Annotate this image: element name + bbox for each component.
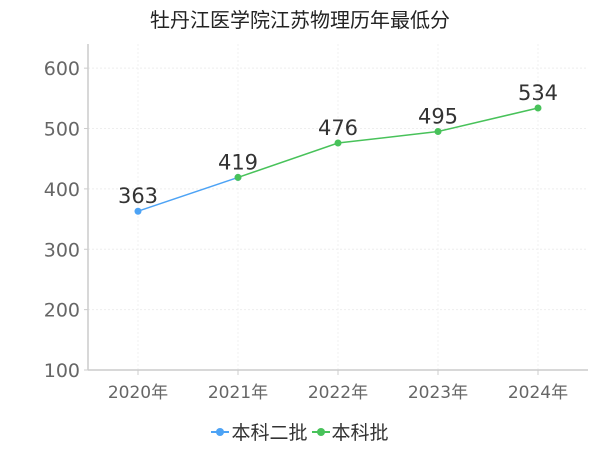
legend-item-series-1[interactable]: 本科二批 [211, 418, 308, 445]
y-tick-label: 300 [44, 239, 80, 261]
data-label: 495 [418, 105, 458, 129]
series-line-2 [237, 107, 539, 179]
x-tick-label: 2020年 [108, 383, 168, 403]
grid-lines [88, 44, 588, 370]
y-tick-label: 100 [44, 360, 80, 382]
data-point-series-2 [534, 104, 542, 112]
y-tick-label: 400 [44, 179, 80, 201]
series-line-1 [137, 176, 239, 212]
legend-marker-series-2 [311, 426, 330, 438]
data-point-series-1 [134, 207, 142, 215]
x-tick-label: 2021年 [208, 383, 268, 403]
data-label: 534 [518, 81, 558, 105]
y-tick-label: 500 [44, 119, 80, 141]
legend-item-series-2[interactable]: 本科批 [311, 418, 389, 445]
x-tick-label: 2024年 [508, 383, 568, 403]
chart-title: 牡丹江医学院江苏物理历年最低分 [150, 8, 450, 32]
legend-label-series-1: 本科二批 [231, 422, 308, 444]
x-tick-label: 2022年 [308, 383, 368, 403]
data-point-series-2 [234, 173, 242, 181]
axes: 100 200 300 400 500 600 2020年 2021年 2022年 2023年 20… [44, 44, 588, 403]
legend-marker-series-1 [211, 426, 230, 438]
y-tick-label: 600 [44, 58, 80, 80]
data-label: 476 [318, 116, 358, 140]
data-point-series-2 [434, 128, 442, 136]
data-label: 419 [218, 150, 258, 174]
series-lines [134, 104, 542, 215]
y-tick-label: 200 [44, 300, 80, 322]
legend: 本科二批 本科批 [0, 418, 600, 445]
data-labels: 363 419 476 495 534 [118, 81, 558, 208]
legend-label-series-2: 本科批 [331, 422, 389, 444]
x-tick-label: 2023年 [408, 383, 468, 403]
data-label: 363 [118, 184, 158, 208]
data-point-series-2 [334, 139, 342, 147]
